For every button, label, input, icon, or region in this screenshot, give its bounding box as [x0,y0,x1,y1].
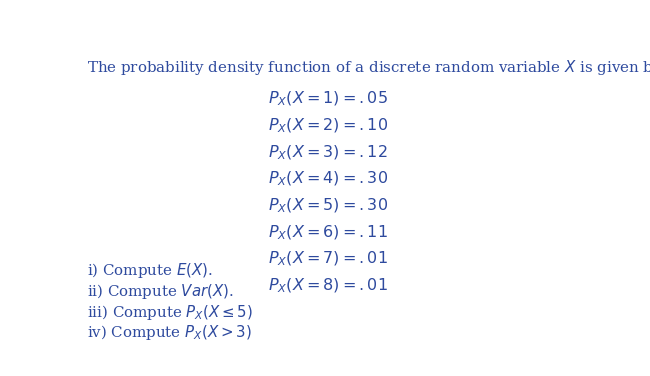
Text: $P_X(X = 7) = .01$: $P_X(X = 7) = .01$ [268,250,388,268]
Text: $P_X(X = 8) = .01$: $P_X(X = 8) = .01$ [268,276,388,295]
Text: $P_X(X = 5) = .30$: $P_X(X = 5) = .30$ [268,197,388,215]
Text: iii) Compute $P_X(X \leq 5)$: iii) Compute $P_X(X \leq 5)$ [87,303,254,321]
Text: iv) Compute $P_X(X > 3)$: iv) Compute $P_X(X > 3)$ [87,323,252,343]
Text: i) Compute $E(X)$.: i) Compute $E(X)$. [87,261,213,280]
Text: $P_X(X = 1) = .05$: $P_X(X = 1) = .05$ [268,90,388,108]
Text: $P_X(X = 2) = .10$: $P_X(X = 2) = .10$ [268,117,388,135]
Text: $P_X(X = 3) = .12$: $P_X(X = 3) = .12$ [268,143,388,162]
Text: The probability density function of a discrete random variable $X$ is given by t: The probability density function of a di… [87,58,650,77]
Text: $P_X(X = 4) = .30$: $P_X(X = 4) = .30$ [268,170,388,188]
Text: ii) Compute $Var(X)$.: ii) Compute $Var(X)$. [87,282,234,301]
Text: $P_X(X = 6) = .11$: $P_X(X = 6) = .11$ [268,223,388,241]
